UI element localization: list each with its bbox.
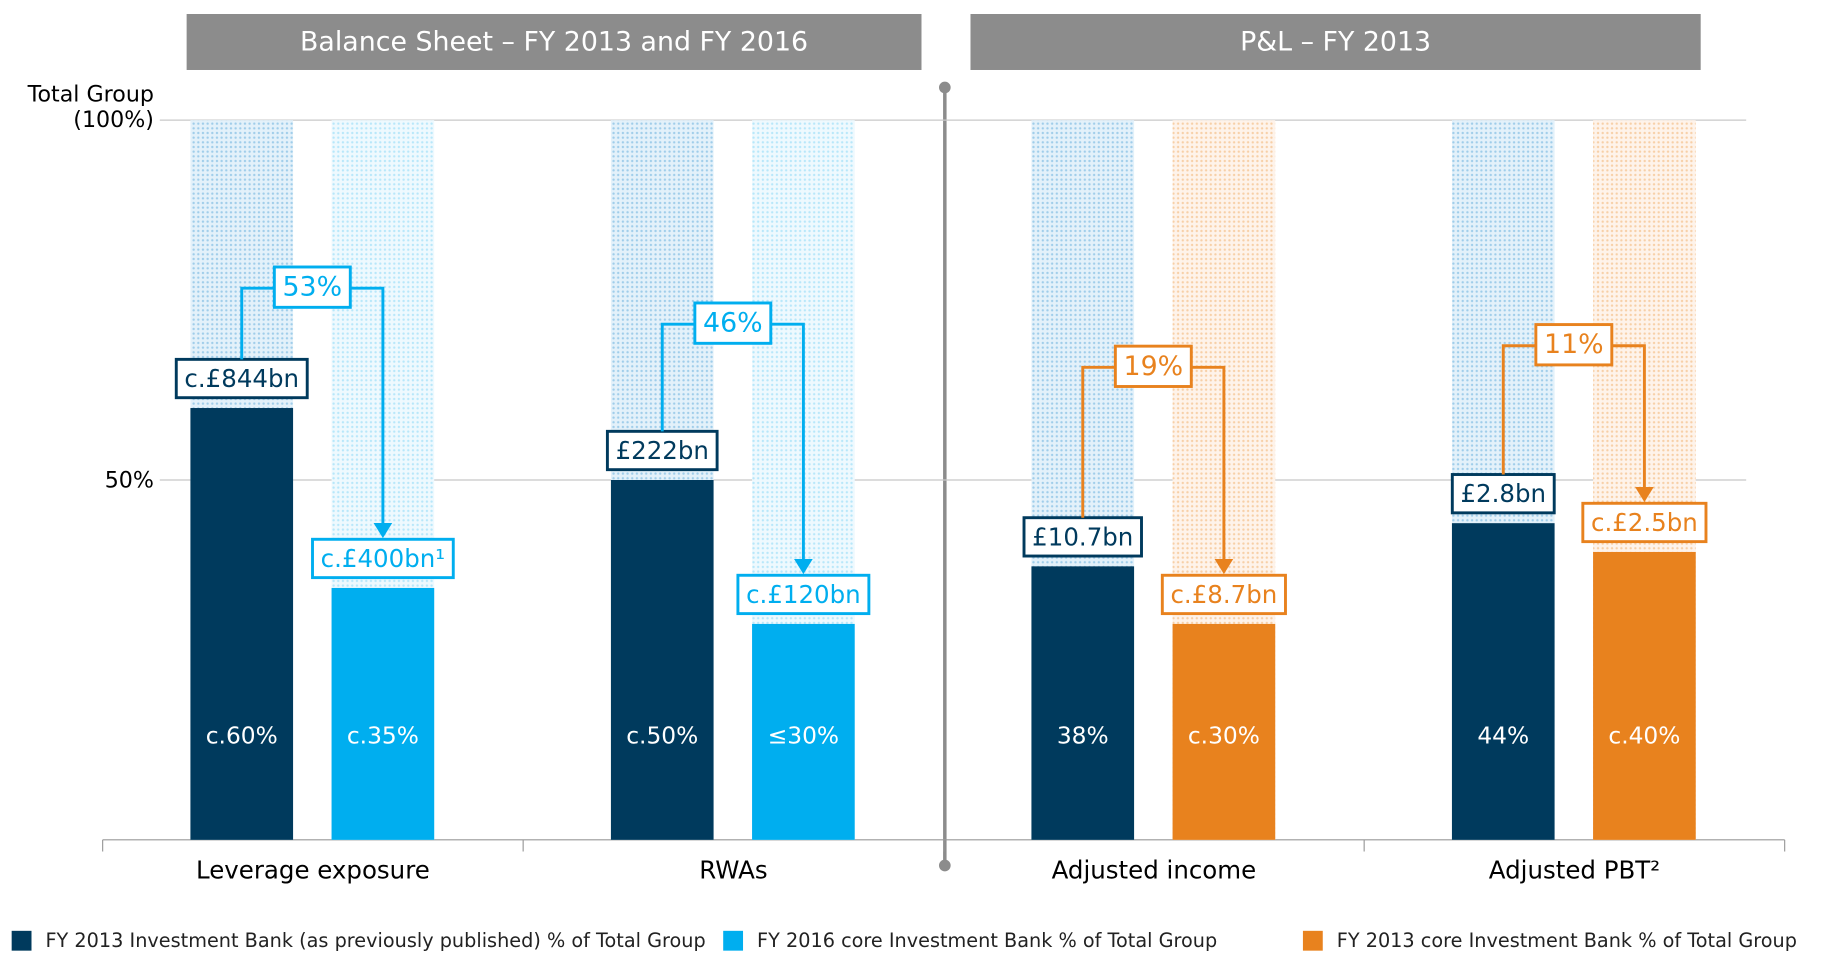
section-title: P&L – FY 2013 [1240, 27, 1431, 58]
arrow-head [794, 558, 813, 575]
amount-box [605, 429, 719, 472]
section-header [970, 13, 1701, 70]
value-label: ≤30% [768, 723, 839, 750]
x-tick-label: RWAs [699, 855, 767, 884]
value-label: c.35% [347, 723, 419, 750]
legend-item: FY 2016 core Investment Bank % of Total … [723, 928, 1271, 952]
arrow-head [1214, 558, 1234, 575]
bar [752, 623, 855, 840]
amount-label: c.£400bn¹ [321, 544, 445, 573]
legend-swatch [723, 930, 744, 951]
legend-item: FY 2013 Investment Bank (as previously p… [11, 928, 712, 952]
change-label: 19% [1124, 351, 1184, 382]
divider-dot [938, 859, 951, 872]
change-label: 53% [283, 272, 343, 303]
change-label: 11% [1544, 329, 1604, 360]
legend-swatch [11, 930, 32, 951]
x-tick-label: Adjusted PBT² [1489, 855, 1660, 884]
change-box [272, 265, 352, 309]
y-tick-label: 50% [104, 467, 154, 493]
section-header [186, 13, 922, 70]
legend-label: FY 2016 core Investment Bank % of Total … [757, 929, 1218, 952]
amount-box [1581, 501, 1708, 544]
change-label: 46% [703, 308, 763, 339]
bar [1593, 551, 1696, 840]
bar [331, 587, 435, 840]
amount-box [1022, 516, 1143, 558]
value-label: 44% [1477, 723, 1529, 750]
amount-label: c.£8.7bn [1170, 580, 1277, 609]
amount-label: £222bn [616, 436, 709, 465]
bar [190, 408, 294, 840]
amount-box [1160, 573, 1287, 616]
bar [1031, 566, 1135, 840]
change-box [1113, 344, 1193, 388]
amount-label: c.£2.5bn [1591, 508, 1698, 537]
x-tick-label: Leverage exposure [196, 855, 430, 884]
amount-label: c.£120bn [746, 580, 861, 609]
bar [1451, 523, 1555, 840]
arrow-head [1635, 486, 1654, 503]
amount-label: £2.8bn [1460, 479, 1546, 508]
divider-dot [938, 81, 951, 94]
section-title: Balance Sheet – FY 2013 and FY 2016 [300, 27, 808, 58]
x-tick-label: Adjusted income [1052, 855, 1257, 884]
bar [1172, 623, 1276, 840]
arrow-head [373, 522, 393, 539]
value-label: c.50% [626, 723, 698, 750]
amount-box [736, 573, 871, 616]
change-box [1534, 323, 1614, 367]
value-label: c.30% [1188, 723, 1260, 750]
legend-label: FY 2013 core Investment Bank % of Total … [1336, 929, 1797, 952]
amount-label: c.£844bn [184, 364, 299, 393]
change-box [693, 301, 773, 345]
bar [610, 479, 714, 840]
value-label: 38% [1057, 723, 1109, 750]
legend-item: FY 2013 core Investment Bank % of Total … [1302, 928, 1816, 952]
legend-swatch [1302, 930, 1323, 951]
legend-label: FY 2013 Investment Bank (as previously p… [45, 929, 706, 952]
y-tick-label: Total Group (100%) [27, 81, 154, 133]
amount-label: £10.7bn [1032, 522, 1133, 551]
amount-box [311, 537, 455, 580]
value-label: c.60% [206, 723, 278, 750]
value-label: c.40% [1608, 723, 1680, 750]
